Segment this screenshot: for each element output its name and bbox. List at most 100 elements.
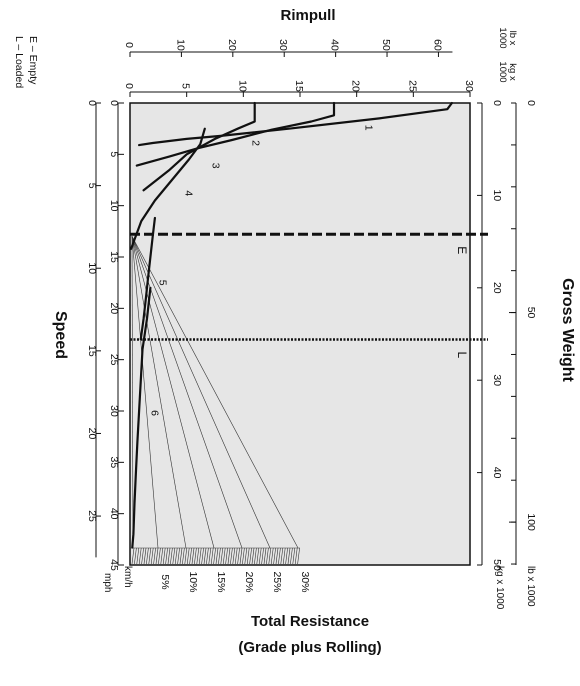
grade-hatch	[292, 547, 296, 565]
grade-hatch	[256, 547, 260, 565]
grade-hatch	[206, 547, 209, 565]
grade-hatch	[194, 547, 197, 565]
gear-curve-label: 2	[249, 140, 261, 146]
grade-hatch	[138, 547, 142, 565]
grade-hatch	[244, 547, 248, 565]
grade-line	[131, 236, 215, 549]
grade-percent-label: 15%	[215, 571, 227, 592]
grade-hatch	[261, 547, 264, 565]
gear-curve-5	[139, 216, 156, 341]
grade-hatch	[280, 547, 284, 565]
grade-hatch	[165, 547, 168, 565]
rimpull-kg-tick-label: 20	[350, 80, 362, 92]
grade-hatch	[167, 547, 171, 565]
gear-curve-6	[131, 286, 152, 549]
speed-kmh-tick-label: 35	[108, 456, 120, 468]
grade-hatch	[227, 547, 231, 565]
grade-hatch	[150, 547, 154, 565]
grade-hatch	[268, 547, 272, 565]
grade-hatch	[270, 547, 274, 565]
grade-hatch	[155, 547, 159, 565]
grade-hatch	[191, 547, 195, 565]
gross-weight-kg-tick-label: 10	[491, 190, 503, 202]
grade-hatch	[179, 547, 183, 565]
grade-hatch	[208, 547, 212, 565]
grade-hatch	[210, 547, 214, 565]
unit-line: 1000	[497, 27, 508, 48]
gross-weight-lb-tick-label: 0	[525, 100, 537, 106]
grade-hatch	[275, 547, 279, 565]
rimpull-kg-tick-label: 0	[123, 83, 135, 89]
gear-curve-label: 3	[210, 163, 222, 169]
rimpull-lb-tick-label: 60	[431, 39, 443, 51]
speed-kmh-tick-label: 10	[108, 200, 120, 212]
grade-hatch	[222, 547, 226, 565]
grade-hatch	[218, 547, 221, 565]
gross-weight-kg-tick-label: 30	[491, 374, 503, 386]
rimpull-kg-tick-label: 25	[406, 80, 418, 92]
speed-mph-tick-label: 15	[86, 345, 98, 357]
grade-hatch	[196, 547, 200, 565]
speed-axis-title: Speed	[52, 311, 69, 359]
grade-hatch	[249, 547, 252, 565]
rimpull-kg-tick-label: 15	[293, 80, 305, 92]
plot-area	[129, 102, 471, 566]
weight-line-label: L	[455, 352, 469, 359]
grade-hatch	[254, 547, 257, 565]
grade-hatch	[242, 547, 245, 565]
grade-hatch	[294, 547, 298, 565]
grade-percent-label: 30%	[299, 571, 311, 592]
grade-hatch	[148, 547, 152, 565]
rimpull-lb-tick-label: 40	[329, 39, 341, 51]
grade-hatch	[246, 547, 250, 565]
grade-line	[131, 236, 299, 549]
gear-curve-label: 5	[156, 280, 168, 286]
speed-mph-tick-label: 5	[86, 183, 98, 189]
gross-weight-lb-unit: lb x 1000	[525, 566, 536, 607]
speed-kmh-tick-label: 40	[108, 508, 120, 520]
speed-mph-tick-label: 20	[86, 428, 98, 440]
grade-hatch	[177, 547, 180, 565]
speed-mph-unit: mph	[102, 573, 113, 592]
rimpull-lb-unit: lb x1000	[497, 27, 518, 48]
grade-hatch	[220, 547, 224, 565]
grade-hatch	[136, 547, 140, 565]
rimpull-lb-tick-label: 20	[226, 39, 238, 51]
grade-line	[131, 236, 187, 549]
speed-mph-tick-label: 0	[86, 100, 98, 106]
axes: 0 5 10 15 20 25 300 10 20 30 40 50 60051015202530354…	[86, 39, 537, 571]
gross-weight-kg-tick-label: 40	[491, 467, 503, 479]
grade-hatch	[172, 547, 176, 565]
grade-hatch	[290, 547, 293, 565]
grade-hatch	[146, 547, 149, 565]
rimpull-lb-tick-label: 0	[123, 42, 135, 48]
grade-hatch	[237, 547, 240, 565]
grade-percent-label: 20%	[243, 571, 255, 592]
speed-kmh-tick-label: 25	[108, 354, 120, 366]
grade-hatch	[239, 547, 243, 565]
rimpull-lb-tick-label: 50	[380, 39, 392, 51]
gear-curve-1	[138, 101, 453, 147]
weight-lines: EL	[130, 232, 488, 359]
grade-hatch	[287, 547, 291, 565]
grade-hatch	[282, 547, 286, 565]
gross-weight-axis-title: Gross Weight	[559, 278, 576, 382]
legend-loaded: L – Loaded	[13, 36, 25, 88]
rimpull-kg-tick-label: 5	[180, 83, 192, 89]
speed-mph-tick-label: 25	[86, 510, 98, 522]
grade-hatch	[266, 547, 269, 565]
weight-line-label: E	[455, 246, 469, 254]
grade-hatch	[174, 547, 178, 565]
grade-line	[131, 236, 271, 549]
grade-hatch	[251, 547, 255, 565]
speed-mph-tick-label: 10	[86, 262, 98, 274]
grade-hatch	[143, 547, 147, 565]
chart-title: Rimpull	[281, 7, 336, 24]
grade-percent-label: 25%	[271, 571, 283, 592]
grade-hatch	[263, 547, 267, 565]
rimpull-kg-tick-label: 10	[236, 80, 248, 92]
gear-curve-4	[130, 127, 206, 250]
grade-hatch	[198, 547, 202, 565]
rimpull-lb-tick-label: 30	[277, 39, 289, 51]
grade-hatch	[184, 547, 188, 565]
